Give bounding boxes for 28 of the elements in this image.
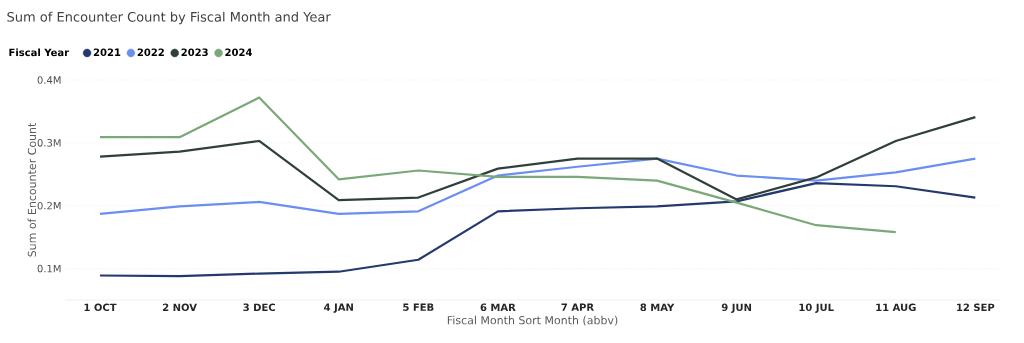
legend-label: 2022 [137,48,164,57]
chart-title: Sum of Encounter Count by Fiscal Month and Year [7,11,331,25]
y-tick-label: 0.2M [37,201,61,210]
x-axis-title: Fiscal Month Sort Month (abbv) [447,315,618,326]
line-series [98,115,977,202]
x-tick-label: 5 FEB [403,303,434,311]
x-tick-label: 9 JUN [721,303,752,313]
legend-label: 2024 [225,48,252,57]
legend-label: 2021 [93,48,121,57]
x-tick-label: 7 APR [561,303,594,311]
y-tick-label: 0.3M [37,139,61,147]
x-tick-label: 2 NOV [162,303,197,312]
x-tick-label: 3 DEC [243,303,275,312]
x-tick-label: 1 OCT [84,303,117,312]
x-tick-label: 10 JUL [799,303,834,313]
x-tick-label: 12 SEP [957,303,995,312]
y-tick-label: 0.4M [37,76,61,84]
x-tick-label: 4 JAN [324,303,353,313]
x-tick-label: 11 AUG [876,303,916,312]
legend-title: Fiscal Year [9,48,70,57]
line-series [98,157,977,215]
x-tick-label: 6 MAR [480,303,516,312]
x-tick-label: 8 MAY [640,303,675,312]
y-tick-label: 0.1M [37,264,61,273]
legend-label: 2023 [181,48,208,57]
y-axis-title: Sum of Encounter Count [27,122,37,257]
line-series [98,181,977,278]
line-series [98,96,897,234]
